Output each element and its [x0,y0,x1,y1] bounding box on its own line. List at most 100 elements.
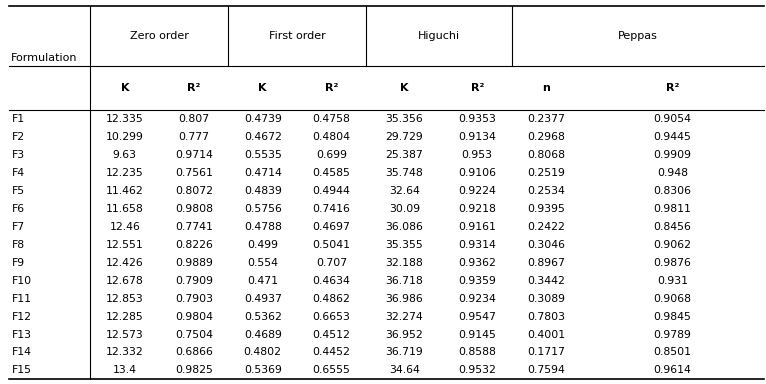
Text: 0.9145: 0.9145 [458,329,496,339]
Text: 0.9808: 0.9808 [175,204,213,214]
Text: F1: F1 [11,114,25,124]
Text: 0.1717: 0.1717 [527,348,565,358]
Text: 0.7594: 0.7594 [527,366,565,376]
Text: 0.8967: 0.8967 [527,258,565,268]
Text: Higuchi: Higuchi [418,31,460,41]
Text: 0.5756: 0.5756 [244,204,282,214]
Text: 0.8226: 0.8226 [175,240,213,250]
Text: R²: R² [666,83,679,93]
Text: 0.5362: 0.5362 [244,312,282,322]
Text: 36.719: 36.719 [385,348,424,358]
Text: First order: First order [269,31,326,41]
Text: 0.4944: 0.4944 [313,186,351,196]
Text: 0.9614: 0.9614 [653,366,692,376]
Text: Formulation: Formulation [11,53,77,63]
Text: 0.8501: 0.8501 [653,348,692,358]
Text: 0.707: 0.707 [316,258,347,268]
Text: 0.948: 0.948 [657,168,688,178]
Text: 0.9714: 0.9714 [175,150,213,160]
Text: 12.235: 12.235 [106,168,144,178]
Text: 0.9876: 0.9876 [653,258,692,268]
Text: 36.986: 36.986 [385,294,424,304]
Text: 0.6555: 0.6555 [313,366,351,376]
Text: 36.086: 36.086 [385,222,424,232]
Text: 0.3089: 0.3089 [527,294,565,304]
Text: 0.4689: 0.4689 [244,329,282,339]
Text: 0.2422: 0.2422 [527,222,565,232]
Text: 0.9362: 0.9362 [458,258,496,268]
Text: 0.5369: 0.5369 [244,366,282,376]
Text: 0.9134: 0.9134 [458,132,496,142]
Text: 0.9445: 0.9445 [653,132,692,142]
Text: 0.7909: 0.7909 [175,276,213,286]
Text: 0.9395: 0.9395 [527,204,565,214]
Text: 0.4697: 0.4697 [313,222,351,232]
Text: 0.8068: 0.8068 [527,150,565,160]
Text: 35.748: 35.748 [385,168,424,178]
Text: F2: F2 [11,132,25,142]
Text: F15: F15 [11,366,31,376]
Text: 0.4672: 0.4672 [244,132,282,142]
Text: 10.299: 10.299 [106,132,144,142]
Text: 0.4714: 0.4714 [244,168,282,178]
Text: 0.4758: 0.4758 [313,114,351,124]
Text: R²: R² [187,83,201,93]
Text: 0.953: 0.953 [462,150,493,160]
Text: 0.777: 0.777 [178,132,209,142]
Text: 35.356: 35.356 [385,114,424,124]
Text: 0.9532: 0.9532 [458,366,496,376]
Text: K: K [258,83,267,93]
Text: F8: F8 [11,240,25,250]
Text: 0.9054: 0.9054 [653,114,692,124]
Text: F5: F5 [11,186,25,196]
Text: 0.8456: 0.8456 [653,222,692,232]
Text: 0.6866: 0.6866 [175,348,213,358]
Text: 0.699: 0.699 [316,150,347,160]
Text: n: n [542,83,550,93]
Text: F13: F13 [11,329,31,339]
Text: 11.462: 11.462 [106,186,144,196]
Text: 0.4452: 0.4452 [313,348,351,358]
Text: 34.64: 34.64 [389,366,420,376]
Text: F9: F9 [11,258,25,268]
Text: 0.9845: 0.9845 [653,312,692,322]
Text: 0.9353: 0.9353 [458,114,496,124]
Text: 9.63: 9.63 [113,150,137,160]
Text: 12.332: 12.332 [106,348,144,358]
Text: 12.573: 12.573 [106,329,144,339]
Text: 0.8588: 0.8588 [458,348,496,358]
Text: 12.426: 12.426 [106,258,144,268]
Text: 35.355: 35.355 [385,240,424,250]
Text: F6: F6 [11,204,25,214]
Text: 25.387: 25.387 [385,150,424,160]
Text: 30.09: 30.09 [389,204,420,214]
Text: 13.4: 13.4 [113,366,137,376]
Text: 0.3442: 0.3442 [527,276,565,286]
Text: 0.554: 0.554 [247,258,278,268]
Text: 36.952: 36.952 [385,329,424,339]
Text: 0.7903: 0.7903 [175,294,213,304]
Text: F4: F4 [11,168,25,178]
Text: 0.2519: 0.2519 [527,168,565,178]
Text: F7: F7 [11,222,25,232]
Text: F11: F11 [11,294,31,304]
Text: 0.471: 0.471 [247,276,278,286]
Text: R²: R² [325,83,339,93]
Text: 0.4937: 0.4937 [244,294,282,304]
Text: 0.2968: 0.2968 [527,132,565,142]
Text: 0.9224: 0.9224 [458,186,496,196]
Text: 0.7504: 0.7504 [175,329,213,339]
Text: 0.9359: 0.9359 [458,276,496,286]
Text: 0.5041: 0.5041 [313,240,351,250]
Text: K: K [120,83,129,93]
Text: 32.64: 32.64 [389,186,420,196]
Text: 0.4804: 0.4804 [313,132,351,142]
Text: 0.9106: 0.9106 [458,168,496,178]
Text: 0.2534: 0.2534 [527,186,565,196]
Text: 36.718: 36.718 [385,276,424,286]
Text: 0.4001: 0.4001 [527,329,565,339]
Text: 0.9825: 0.9825 [175,366,213,376]
Text: 0.931: 0.931 [657,276,688,286]
Text: 12.853: 12.853 [106,294,144,304]
Text: K: K [400,83,409,93]
